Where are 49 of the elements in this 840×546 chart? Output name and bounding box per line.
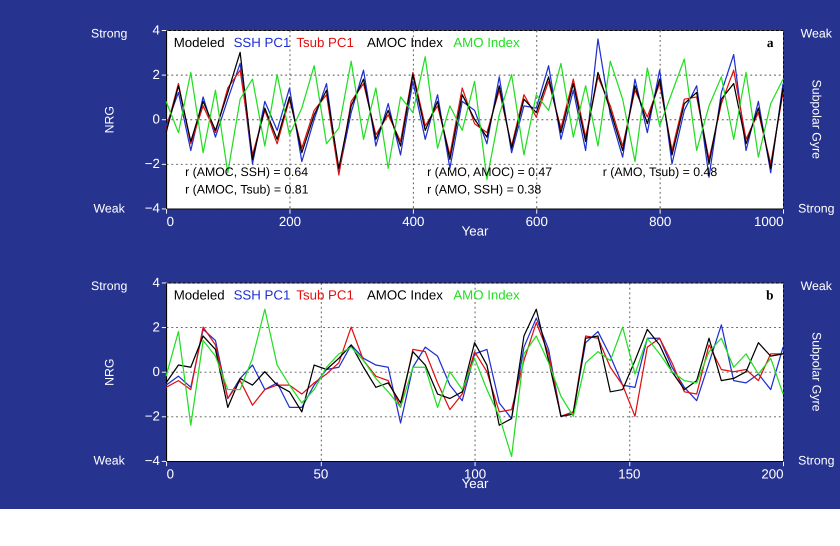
x-tick-label: 1000 — [754, 214, 784, 230]
y-tick-label: 2 — [152, 66, 160, 82]
y-axis-title: NRG — [102, 106, 116, 134]
x-tick-label: 150 — [618, 466, 640, 482]
x-tick-label: 800 — [649, 214, 672, 230]
y-tick-label: −2 — [144, 408, 160, 424]
text: AMO Index — [453, 288, 520, 303]
y-tick-label: −4 — [144, 200, 160, 216]
text: AMOC Index — [366, 288, 444, 303]
y-tick-label: 0 — [152, 112, 160, 127]
annotation: Modeled — [174, 288, 225, 303]
annotation: b — [766, 288, 774, 303]
y-tick-label: 2 — [152, 319, 160, 334]
text: Strong — [798, 454, 835, 468]
series-label: SSH PC1 — [234, 35, 290, 50]
annotation: r (AMO, SSH) = 0.38 — [427, 182, 542, 196]
text: Tsub PC1 — [296, 35, 354, 50]
annotation: a — [766, 35, 774, 50]
line-series — [165, 308, 784, 458]
text: Weak — [94, 454, 126, 468]
y2-axis-title: Subpolar Gyre — [809, 79, 824, 160]
y-tick-label: −2 — [144, 156, 160, 172]
x-tick-label: 50 — [313, 466, 328, 482]
text: AMOC Index — [366, 35, 444, 50]
x-tick-label: 600 — [526, 214, 548, 230]
y2-axis-title: Subpolar Gyre — [809, 332, 824, 412]
text: Strong — [90, 279, 128, 294]
x-tick-label: 400 — [402, 214, 424, 230]
series-label: AMO Index — [453, 35, 520, 50]
text: SSH PC1 — [234, 288, 290, 303]
y-axis-title: NRG — [102, 358, 116, 386]
x-tick-label: 200 — [278, 214, 302, 230]
text: Weak — [800, 26, 833, 41]
text: Strong — [90, 26, 128, 41]
x-tick-label: 0 — [166, 214, 174, 230]
annotation: r (AMOC, Tsub) = 0.81 — [185, 182, 309, 196]
series-label: Tsub PC1 — [296, 288, 354, 303]
y-tick-label: 0 — [152, 364, 160, 379]
y-tick-label: 4 — [152, 22, 160, 38]
y-tick-label: 4 — [152, 274, 160, 290]
x-tick-label: 200 — [761, 466, 784, 482]
annotation: Modeled — [174, 35, 225, 50]
text: Weak — [94, 201, 126, 216]
text: Weak — [800, 279, 833, 294]
y-tick-label: −4 — [144, 453, 160, 468]
text: Strong — [798, 201, 835, 216]
annotation: r (AMOC, SSH) = 0.64 — [185, 165, 308, 180]
x-tick-label: 0 — [166, 466, 174, 482]
x-axis-title: Year — [462, 224, 490, 239]
